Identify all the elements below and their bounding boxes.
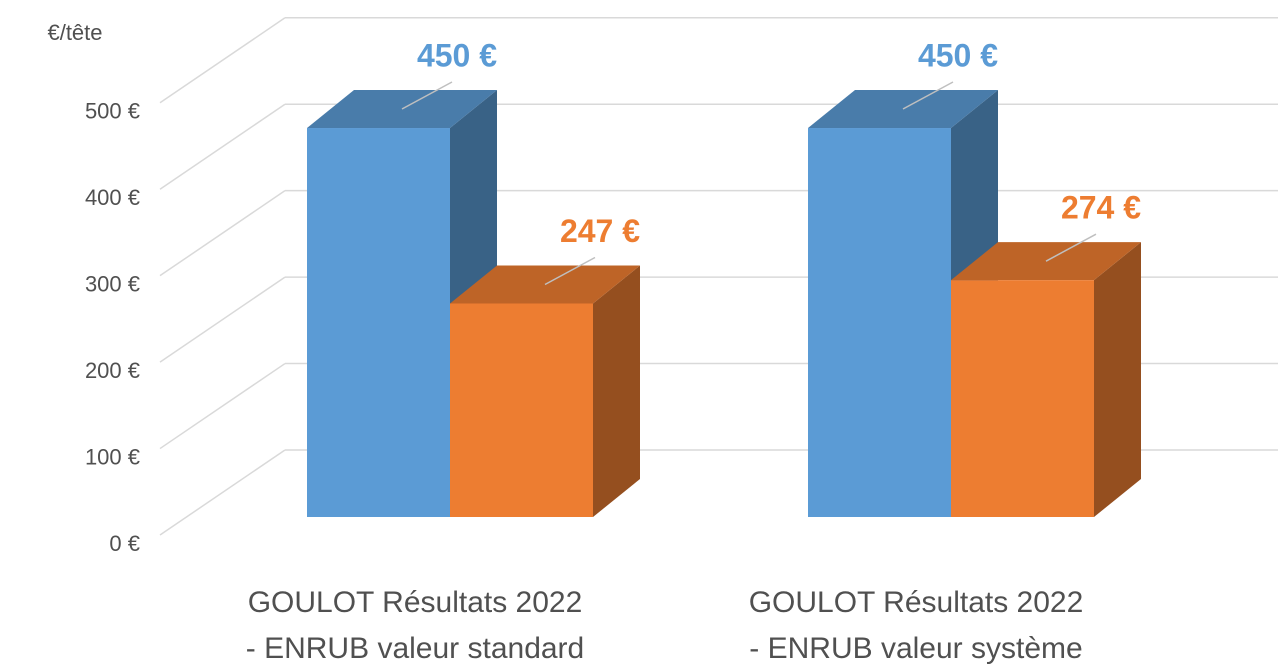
x-tick-label: GOULOT Résultats 2022 - ENRUB valeur sta… — [245, 586, 585, 665]
grid-line-side — [159, 17, 286, 104]
bar — [808, 128, 951, 517]
leader-line — [1045, 233, 1097, 262]
bar-side — [593, 265, 640, 517]
y-tick-label: 0 € — [109, 531, 140, 556]
data-label: 274 € — [1061, 190, 1141, 226]
data-label: 450 € — [918, 37, 998, 73]
leader-line — [544, 256, 596, 286]
x-tick-label: GOULOT Résultats 2022 - ENRUB valeur sys… — [748, 586, 1084, 665]
grid-line-side — [159, 276, 286, 363]
y-tick-label: 100 € — [85, 444, 140, 469]
data-label: 247 € — [560, 213, 640, 249]
bar — [450, 303, 593, 517]
leader-line — [902, 81, 954, 110]
leader-line — [401, 81, 453, 110]
y-tick-label: 500 € — [85, 99, 140, 124]
grid-line-side — [159, 190, 286, 277]
bar — [951, 280, 1094, 517]
bar-side — [1094, 242, 1141, 517]
grid-line-side — [159, 449, 286, 536]
grid-line-side — [159, 103, 286, 190]
bar-top — [808, 90, 998, 129]
y-axis-label: €/tête — [47, 20, 102, 45]
y-tick-label: 200 € — [85, 358, 140, 383]
data-label: 450 € — [417, 37, 497, 73]
bar-top — [307, 90, 497, 129]
bar — [307, 128, 450, 517]
y-tick-label: 300 € — [85, 271, 140, 296]
grid-line-side — [159, 362, 286, 450]
y-tick-label: 400 € — [85, 185, 140, 210]
